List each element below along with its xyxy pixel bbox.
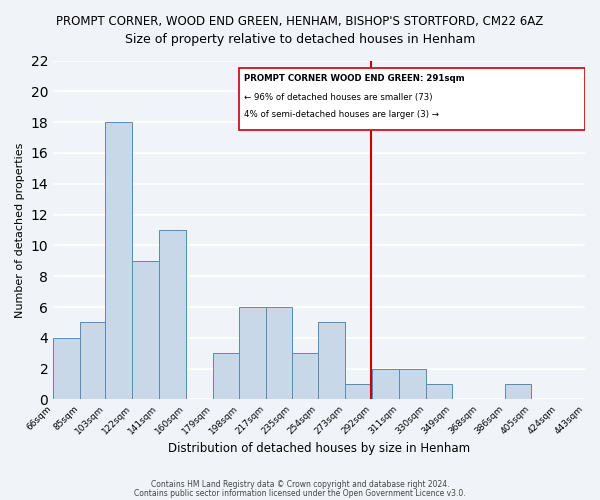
Text: Size of property relative to detached houses in Henham: Size of property relative to detached ho… (125, 32, 475, 46)
Text: PROMPT CORNER WOOD END GREEN: 291sqm: PROMPT CORNER WOOD END GREEN: 291sqm (244, 74, 464, 84)
Bar (319, 322, 345, 400)
Bar (505, 384, 532, 400)
Bar (106, 122, 132, 400)
Text: ← 96% of detached houses are smaller (73): ← 96% of detached houses are smaller (73… (244, 93, 432, 102)
Text: 4% of semi-detached houses are larger (3) →: 4% of semi-detached houses are larger (3… (244, 110, 439, 119)
Bar (345, 384, 372, 400)
Bar (53, 338, 80, 400)
Bar (425, 384, 452, 400)
Bar (292, 354, 319, 400)
Bar (239, 68, 585, 130)
Bar (80, 322, 106, 400)
X-axis label: Distribution of detached houses by size in Henham: Distribution of detached houses by size … (168, 442, 470, 455)
Text: PROMPT CORNER, WOOD END GREEN, HENHAM, BISHOP'S STORTFORD, CM22 6AZ: PROMPT CORNER, WOOD END GREEN, HENHAM, B… (56, 15, 544, 28)
Bar (212, 354, 239, 400)
Y-axis label: Number of detached properties: Number of detached properties (15, 142, 25, 318)
Bar (266, 307, 292, 400)
Text: Contains HM Land Registry data © Crown copyright and database right 2024.: Contains HM Land Registry data © Crown c… (151, 480, 449, 489)
Bar (372, 368, 399, 400)
Text: Contains public sector information licensed under the Open Government Licence v3: Contains public sector information licen… (134, 488, 466, 498)
Bar (132, 261, 159, 400)
Bar (239, 307, 266, 400)
Bar (159, 230, 186, 400)
Bar (399, 368, 425, 400)
